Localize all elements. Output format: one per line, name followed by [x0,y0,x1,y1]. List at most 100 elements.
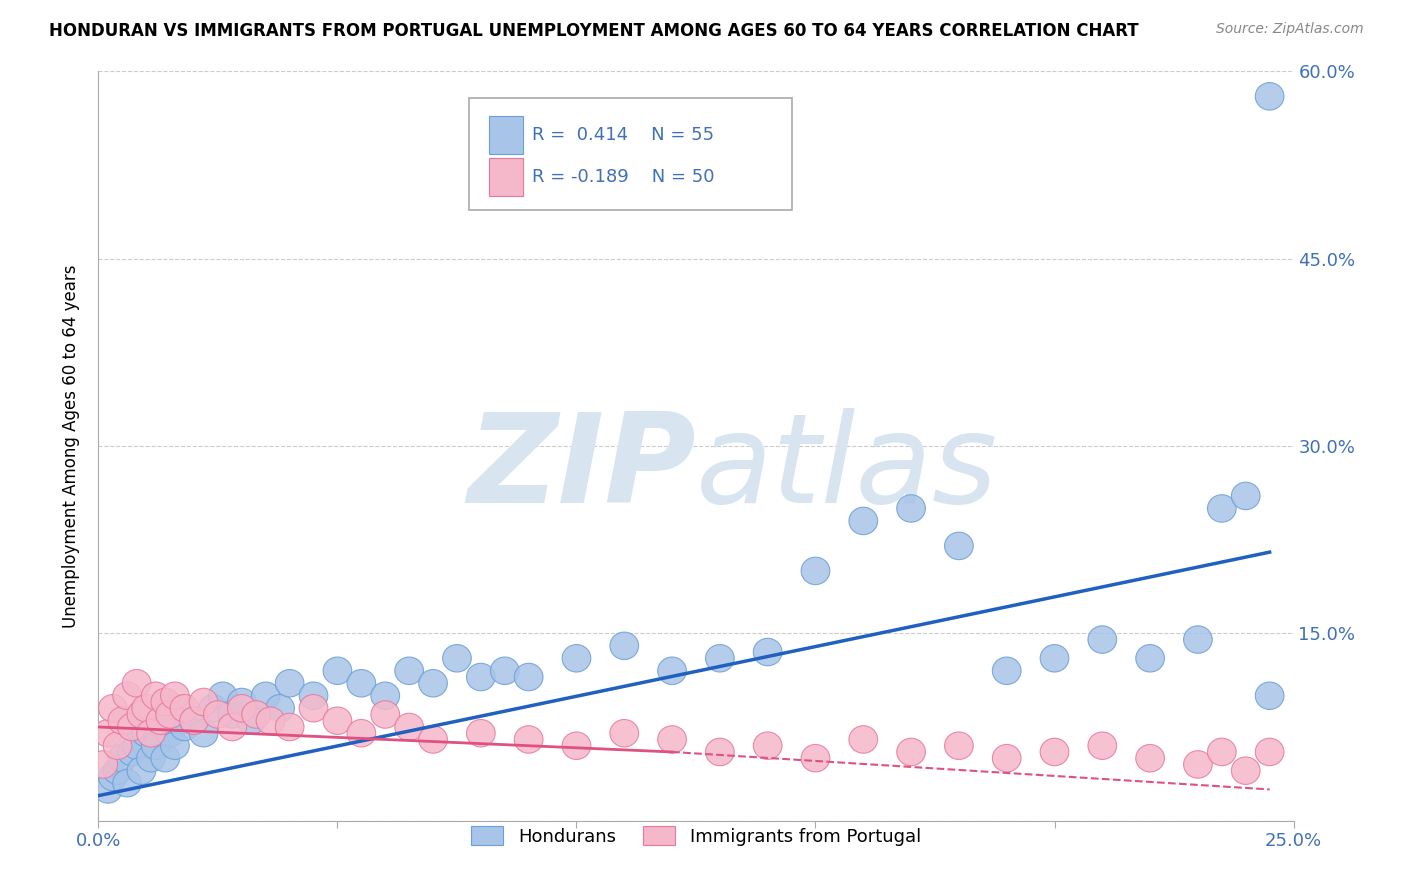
Ellipse shape [89,751,118,778]
Ellipse shape [218,714,246,740]
Ellipse shape [419,670,447,697]
Ellipse shape [323,657,352,684]
Ellipse shape [897,739,925,765]
Ellipse shape [256,707,285,734]
Ellipse shape [467,664,495,690]
Ellipse shape [208,682,238,709]
Ellipse shape [515,726,543,753]
Ellipse shape [276,714,304,740]
Ellipse shape [945,533,973,559]
Ellipse shape [658,726,686,753]
Ellipse shape [1088,732,1116,759]
Text: ZIP: ZIP [467,408,696,529]
Ellipse shape [323,707,352,734]
Ellipse shape [98,764,127,790]
Ellipse shape [1256,83,1284,110]
Ellipse shape [252,682,280,709]
Ellipse shape [127,701,156,728]
Ellipse shape [98,695,127,722]
Ellipse shape [156,720,184,747]
Ellipse shape [1136,745,1164,772]
Ellipse shape [754,639,782,665]
Ellipse shape [299,682,328,709]
Ellipse shape [347,720,375,747]
Ellipse shape [347,670,375,697]
Ellipse shape [108,707,136,734]
Text: Source: ZipAtlas.com: Source: ZipAtlas.com [1216,22,1364,37]
Text: R = -0.189    N = 50: R = -0.189 N = 50 [533,168,714,186]
Ellipse shape [395,657,423,684]
Ellipse shape [801,558,830,584]
Ellipse shape [122,670,150,697]
Ellipse shape [103,732,132,759]
Ellipse shape [94,776,122,803]
Ellipse shape [1088,626,1116,653]
Ellipse shape [127,757,156,784]
Y-axis label: Unemployment Among Ages 60 to 64 years: Unemployment Among Ages 60 to 64 years [62,264,80,628]
Ellipse shape [94,720,122,747]
Ellipse shape [170,695,198,722]
Ellipse shape [1208,495,1236,522]
Ellipse shape [132,695,160,722]
Ellipse shape [1256,739,1284,765]
Ellipse shape [266,695,294,722]
Ellipse shape [849,508,877,534]
Ellipse shape [849,726,877,753]
Ellipse shape [136,745,166,772]
Ellipse shape [1184,626,1212,653]
Ellipse shape [1040,739,1069,765]
Ellipse shape [160,732,190,759]
Ellipse shape [160,682,190,709]
Ellipse shape [198,695,228,722]
Ellipse shape [142,732,170,759]
Ellipse shape [118,714,146,740]
Ellipse shape [562,732,591,759]
Ellipse shape [122,732,150,759]
Ellipse shape [112,682,142,709]
Ellipse shape [491,657,519,684]
Ellipse shape [156,701,184,728]
Ellipse shape [166,695,194,722]
Ellipse shape [150,689,180,715]
Ellipse shape [276,670,304,697]
Ellipse shape [112,770,142,797]
Ellipse shape [1184,751,1212,778]
Ellipse shape [242,701,270,728]
Ellipse shape [146,707,174,734]
Ellipse shape [180,707,208,734]
Ellipse shape [108,745,136,772]
Ellipse shape [150,745,180,772]
Ellipse shape [118,739,146,765]
Ellipse shape [993,657,1021,684]
Ellipse shape [419,726,447,753]
Ellipse shape [562,645,591,672]
Ellipse shape [371,682,399,709]
Text: HONDURAN VS IMMIGRANTS FROM PORTUGAL UNEMPLOYMENT AMONG AGES 60 TO 64 YEARS CORR: HONDURAN VS IMMIGRANTS FROM PORTUGAL UNE… [49,22,1139,40]
Ellipse shape [190,689,218,715]
Ellipse shape [610,720,638,747]
Text: atlas: atlas [696,408,998,529]
Ellipse shape [945,732,973,759]
Ellipse shape [467,720,495,747]
Ellipse shape [228,689,256,715]
Ellipse shape [706,645,734,672]
Ellipse shape [658,657,686,684]
Ellipse shape [142,682,170,709]
FancyBboxPatch shape [489,116,523,153]
Ellipse shape [1136,645,1164,672]
FancyBboxPatch shape [470,97,792,210]
Ellipse shape [754,732,782,759]
Legend: Hondurans, Immigrants from Portugal: Hondurans, Immigrants from Portugal [464,819,928,853]
FancyBboxPatch shape [489,158,523,195]
Text: R =  0.414    N = 55: R = 0.414 N = 55 [533,126,714,144]
Ellipse shape [1040,645,1069,672]
Ellipse shape [228,695,256,722]
Ellipse shape [993,745,1021,772]
Ellipse shape [801,745,830,772]
Ellipse shape [610,632,638,659]
Ellipse shape [204,701,232,728]
Ellipse shape [371,701,399,728]
Ellipse shape [103,757,132,784]
Ellipse shape [1232,483,1260,509]
Ellipse shape [180,707,208,734]
